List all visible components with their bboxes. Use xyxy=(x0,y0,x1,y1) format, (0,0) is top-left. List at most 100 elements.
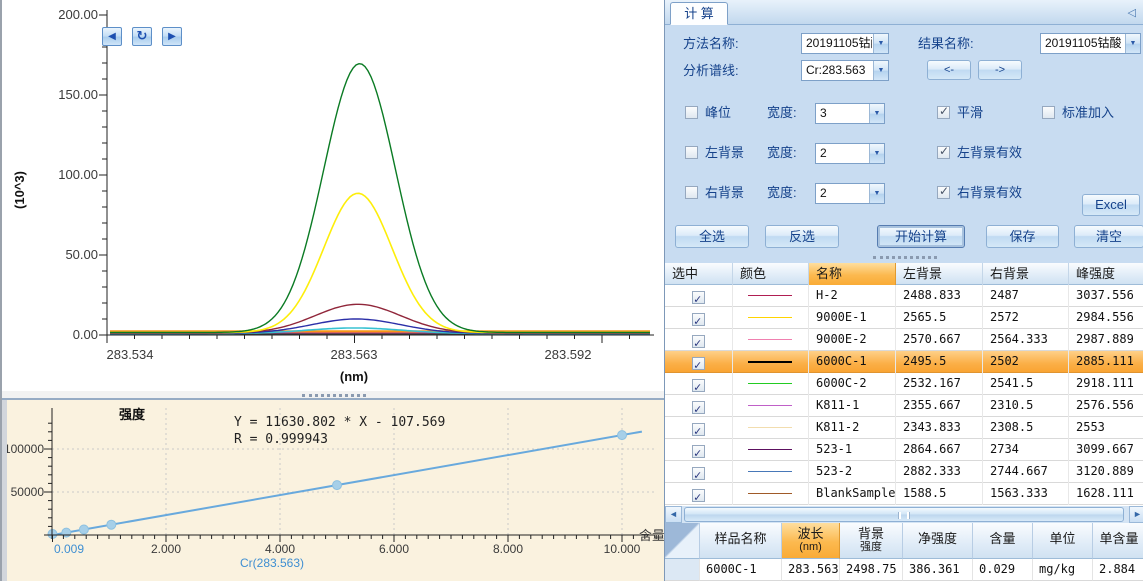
start-calculation-button[interactable]: 开始计算 xyxy=(877,225,965,248)
scrollbar-thumb[interactable] xyxy=(684,507,1124,522)
method-name-value: 20191105钴酸 xyxy=(806,36,872,50)
splitter-grip-icon xyxy=(873,256,937,259)
dropdown-arrow-icon[interactable]: ▼ xyxy=(869,144,884,163)
clear-button[interactable]: 清空 xyxy=(1074,225,1143,248)
peak-width-value: 3 xyxy=(820,106,827,120)
row-select-checkbox[interactable]: ✓ xyxy=(692,400,705,416)
panel-splitter[interactable] xyxy=(665,253,1143,262)
fit-equation: Y = 11630.802 * X - 107.569 xyxy=(234,415,445,430)
right-bg-valid-checkbox[interactable]: ✓ xyxy=(937,184,950,199)
row-select-checkbox[interactable]: ✓ xyxy=(692,334,705,350)
x-axis-title: (nm) xyxy=(340,369,368,384)
series-color-swatch xyxy=(748,383,792,384)
previous-line-button[interactable]: <- xyxy=(927,60,971,80)
column-header[interactable]: 选中 xyxy=(665,263,733,285)
horizontal-splitter[interactable] xyxy=(2,391,664,400)
column-header[interactable]: 背景 强度 xyxy=(840,523,903,559)
standard-addition-checkbox[interactable]: ✓ xyxy=(1042,106,1055,119)
row-selector-cell[interactable] xyxy=(665,559,700,581)
standard-addition-label: 标准加入 xyxy=(1062,105,1115,120)
left-bg-width-combobox[interactable]: 2 ▼ xyxy=(815,143,885,164)
peak-width-combobox[interactable]: 3 ▼ xyxy=(815,103,885,124)
y-tick-label: 50000 xyxy=(11,485,45,499)
dropdown-arrow-icon[interactable]: ▼ xyxy=(869,184,884,203)
left-background-checkbox[interactable]: ✓ xyxy=(685,146,698,159)
table-row[interactable]: ✓ 9000E-2 2570.667 2564.333 2987.889 xyxy=(665,329,1143,351)
scroll-left-button[interactable]: ◄ xyxy=(665,506,682,523)
excel-button[interactable]: Excel xyxy=(1082,194,1140,216)
peak-position-checkbox[interactable]: ✓ xyxy=(685,106,698,119)
table-row[interactable]: ✓ H-2 2488.833 2487 3037.556 xyxy=(665,285,1143,307)
corner-selector-cell[interactable] xyxy=(665,523,700,559)
x-tick-label: 2.000 xyxy=(151,542,181,556)
x-tick-label: 10.000 xyxy=(604,542,641,556)
table-row[interactable]: ✓ BlankSample1 1588.5 1563.333 1628.111 xyxy=(665,483,1143,505)
thumb-grip-icon xyxy=(898,512,910,519)
row-select-checkbox[interactable]: ✓ xyxy=(692,466,705,482)
row-select-checkbox[interactable]: ✓ xyxy=(692,290,705,306)
column-header[interactable]: 左背景 xyxy=(896,263,983,285)
table-row[interactable]: ✓ K811-2 2343.833 2308.5 2553 xyxy=(665,417,1143,439)
sample-name-cell: 6000C-1 xyxy=(809,351,896,373)
column-header[interactable]: 样品名称 xyxy=(700,523,782,559)
row-select-checkbox[interactable]: ✓ xyxy=(692,444,705,460)
calculation-panel: 计 算 ◁ 方法名称: 20191105钴酸 ▼ 结果名称: 20191105钴… xyxy=(664,0,1143,581)
results-table: 选中 颜色 名称 左背景 右背景 峰强度 ✓ H-2 2488.833 2487 3037.556… xyxy=(665,263,1143,506)
row-select-checkbox[interactable]: ✓ xyxy=(692,312,705,328)
sample-name-cell: 6000C-2 xyxy=(809,373,896,395)
table-row[interactable]: ✓ 6000C-2 2532.167 2541.5 2918.111 xyxy=(665,373,1143,395)
analysis-line-combobox[interactable]: Cr:283.563 ▼ xyxy=(801,60,889,81)
row-select-checkbox[interactable]: ✓ xyxy=(692,356,705,372)
series-label: Cr(283.563) xyxy=(240,556,304,570)
column-header[interactable]: 含量 xyxy=(973,523,1033,559)
next-line-button[interactable]: -> xyxy=(978,60,1022,80)
calibration-point[interactable] xyxy=(332,480,342,491)
table-row[interactable]: ✓ 6000C-1 2495.5 2502 2885.111 xyxy=(665,351,1143,373)
column-header[interactable]: 峰强度 xyxy=(1069,263,1143,285)
column-header[interactable]: 波长 (nm) xyxy=(782,523,840,559)
scroll-right-button[interactable]: ► xyxy=(1129,506,1143,523)
table-row[interactable]: ✓ K811-1 2355.667 2310.5 2576.556 xyxy=(665,395,1143,417)
horizontal-scrollbar: ◄ ► xyxy=(665,506,1143,523)
spectra-toolbar: ◀ ↻ ▶ xyxy=(102,27,182,46)
dropdown-arrow-icon[interactable]: ▼ xyxy=(1125,34,1140,53)
right-bg-width-combobox[interactable]: 2 ▼ xyxy=(815,183,885,204)
column-header[interactable]: 名称 xyxy=(809,263,896,285)
result-name-combobox[interactable]: 20191105钴酸 ▼ xyxy=(1040,33,1141,54)
table-row[interactable]: ✓ 9000E-1 2565.5 2572 2984.556 xyxy=(665,307,1143,329)
refresh-button[interactable]: ↻ xyxy=(132,27,152,46)
dropdown-arrow-icon[interactable]: ▼ xyxy=(869,104,884,123)
calibration-point[interactable] xyxy=(617,430,627,441)
series-color-swatch xyxy=(748,317,792,318)
right-bg-cell: 2564.333 xyxy=(983,329,1069,351)
table-row[interactable]: ✓ 523-2 2882.333 2744.667 3120.889 xyxy=(665,461,1143,483)
left-bg-valid-checkbox[interactable]: ✓ xyxy=(937,144,950,159)
row-select-checkbox[interactable]: ✓ xyxy=(692,488,705,504)
right-background-checkbox[interactable]: ✓ xyxy=(685,186,698,199)
dropdown-arrow-icon[interactable]: ▼ xyxy=(873,61,888,80)
column-header[interactable]: 颜色 xyxy=(733,263,809,285)
calibration-point[interactable] xyxy=(78,524,89,535)
calibration-point[interactable] xyxy=(106,519,117,530)
column-header[interactable]: 单含量 xyxy=(1093,523,1143,559)
select-all-button[interactable]: 全选 xyxy=(675,225,749,248)
left-bg-cell: 2495.5 xyxy=(896,351,983,373)
row-select-checkbox[interactable]: ✓ xyxy=(692,378,705,394)
collapse-panel-icon[interactable]: ◁ xyxy=(1127,7,1136,19)
prev-curve-button[interactable]: ◀ xyxy=(102,27,122,46)
left-bg-cell: 2565.5 xyxy=(896,307,983,329)
table-row[interactable]: ✓ 523-1 2864.667 2734 3099.667 xyxy=(665,439,1143,461)
tab-calculate[interactable]: 计 算 xyxy=(670,2,728,25)
column-header[interactable]: 净强度 xyxy=(903,523,973,559)
column-header[interactable]: 单位 xyxy=(1033,523,1093,559)
save-button[interactable]: 保存 xyxy=(986,225,1059,248)
next-curve-button[interactable]: ▶ xyxy=(162,27,182,46)
row-select-checkbox[interactable]: ✓ xyxy=(692,422,705,438)
column-header[interactable]: 右背景 xyxy=(983,263,1069,285)
method-name-combobox[interactable]: 20191105钴酸 ▼ xyxy=(801,33,889,54)
invert-selection-button[interactable]: 反选 xyxy=(765,225,839,248)
result-name-value: 20191105钴酸 xyxy=(1045,36,1122,50)
dropdown-arrow-icon[interactable]: ▼ xyxy=(873,34,888,53)
smooth-checkbox[interactable]: ✓ xyxy=(937,104,950,119)
